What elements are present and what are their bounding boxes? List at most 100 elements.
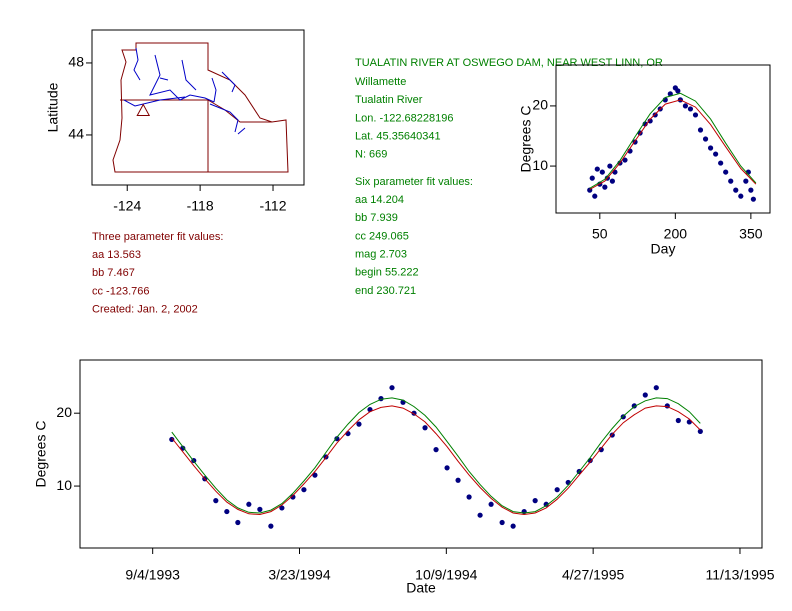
data-point xyxy=(488,501,494,507)
x-tick-label: 50 xyxy=(592,226,608,242)
data-point xyxy=(592,193,598,199)
data-point xyxy=(455,477,461,483)
data-point xyxy=(589,175,595,181)
six-param-line: cc 249.065 xyxy=(355,230,409,242)
data-point xyxy=(433,447,439,453)
data-point xyxy=(653,385,659,391)
fit-line xyxy=(171,397,701,514)
data-point xyxy=(602,184,608,190)
three-param-line: Created: Jan. 2, 2002 xyxy=(92,304,198,316)
data-point xyxy=(224,508,230,515)
fit-line xyxy=(589,99,757,190)
data-point xyxy=(686,419,692,425)
six-param-line: aa 14.204 xyxy=(355,194,404,206)
x-axis-label: Day xyxy=(651,241,676,257)
data-point xyxy=(697,127,704,133)
data-point xyxy=(702,136,709,142)
x-tick-label: -118 xyxy=(187,198,214,214)
rivers xyxy=(123,47,246,135)
data-point xyxy=(675,88,681,94)
data-point xyxy=(642,392,648,398)
data-point xyxy=(675,417,681,424)
data-point xyxy=(667,91,673,97)
x-tick-label: 10/9/1994 xyxy=(415,567,477,583)
y-axis-label: Degrees C xyxy=(518,106,534,173)
data-point xyxy=(543,501,549,507)
data-point xyxy=(279,505,285,511)
data-point xyxy=(682,103,689,109)
y-tick-label: 20 xyxy=(56,404,72,420)
three-param-line: bb 7.467 xyxy=(92,267,135,279)
station-info-line: Lat. 45.35640341 xyxy=(355,131,441,143)
six-param-heading: Six parameter fit values: xyxy=(355,176,473,188)
station-info-line: Lon. -122.68228196 xyxy=(355,112,453,124)
y-axis-label: Degrees C xyxy=(33,421,49,488)
data-point xyxy=(499,519,505,526)
state-borders xyxy=(112,42,289,173)
data-point xyxy=(748,187,754,193)
fit-line xyxy=(171,405,701,516)
data-point xyxy=(444,465,450,471)
data-point xyxy=(733,187,739,193)
y-tick-label: 48 xyxy=(68,54,84,70)
data-point xyxy=(554,487,560,493)
data-point xyxy=(622,157,628,163)
data-point xyxy=(594,166,600,172)
data-point xyxy=(290,494,296,500)
x-tick-label: -124 xyxy=(113,198,141,214)
data-point xyxy=(510,523,516,529)
three-param-line: cc -123.766 xyxy=(92,285,149,297)
data-point xyxy=(598,447,604,453)
data-point xyxy=(312,472,318,478)
six-param-line: mag 2.703 xyxy=(355,249,407,261)
data-point xyxy=(743,178,749,184)
data-point xyxy=(697,428,703,435)
data-point xyxy=(257,506,263,512)
y-tick-label: 20 xyxy=(532,97,548,113)
three-param-heading: Three parameter fit values: xyxy=(92,231,223,243)
plot-frame xyxy=(79,359,763,549)
data-point xyxy=(713,151,719,157)
state-lines xyxy=(120,99,272,172)
data-point xyxy=(707,145,714,151)
x-tick-label: 350 xyxy=(739,226,763,242)
data-point xyxy=(334,436,340,442)
data-point xyxy=(728,178,734,184)
data-point xyxy=(477,512,483,518)
data-point xyxy=(718,160,724,166)
data-point xyxy=(422,425,428,431)
x-axis-label: Date xyxy=(406,580,436,596)
plot-frame xyxy=(91,29,305,186)
data-point xyxy=(750,196,756,202)
x-tick-label: 11/13/1995 xyxy=(705,567,774,583)
data-point xyxy=(738,193,744,199)
data-point xyxy=(246,501,252,507)
six-param-line: end 230.721 xyxy=(355,285,416,297)
station-marker xyxy=(136,103,151,117)
data-point xyxy=(652,112,658,118)
plot-frame xyxy=(555,64,771,214)
station-info-line: N: 669 xyxy=(355,149,387,161)
data-point xyxy=(268,523,274,529)
six-param-line: bb 7.939 xyxy=(355,212,398,224)
x-tick-label: 4/27/1995 xyxy=(562,567,624,583)
data-point xyxy=(609,178,615,184)
map-geography xyxy=(112,42,289,173)
data-point xyxy=(169,436,175,443)
data-point xyxy=(389,385,395,391)
y-tick-label: 10 xyxy=(532,157,548,173)
x-tick-label: 3/23/1994 xyxy=(268,567,330,583)
data-point xyxy=(647,118,653,124)
data-point xyxy=(466,494,472,500)
data-point xyxy=(723,169,729,175)
x-tick-label: 9/4/1993 xyxy=(125,567,180,583)
data-point xyxy=(607,163,613,169)
data-point xyxy=(532,498,538,504)
data-point xyxy=(345,430,351,437)
data-point xyxy=(687,106,694,112)
data-point xyxy=(599,169,605,175)
x-tick-label: -112 xyxy=(260,198,287,214)
data-point xyxy=(235,519,241,526)
